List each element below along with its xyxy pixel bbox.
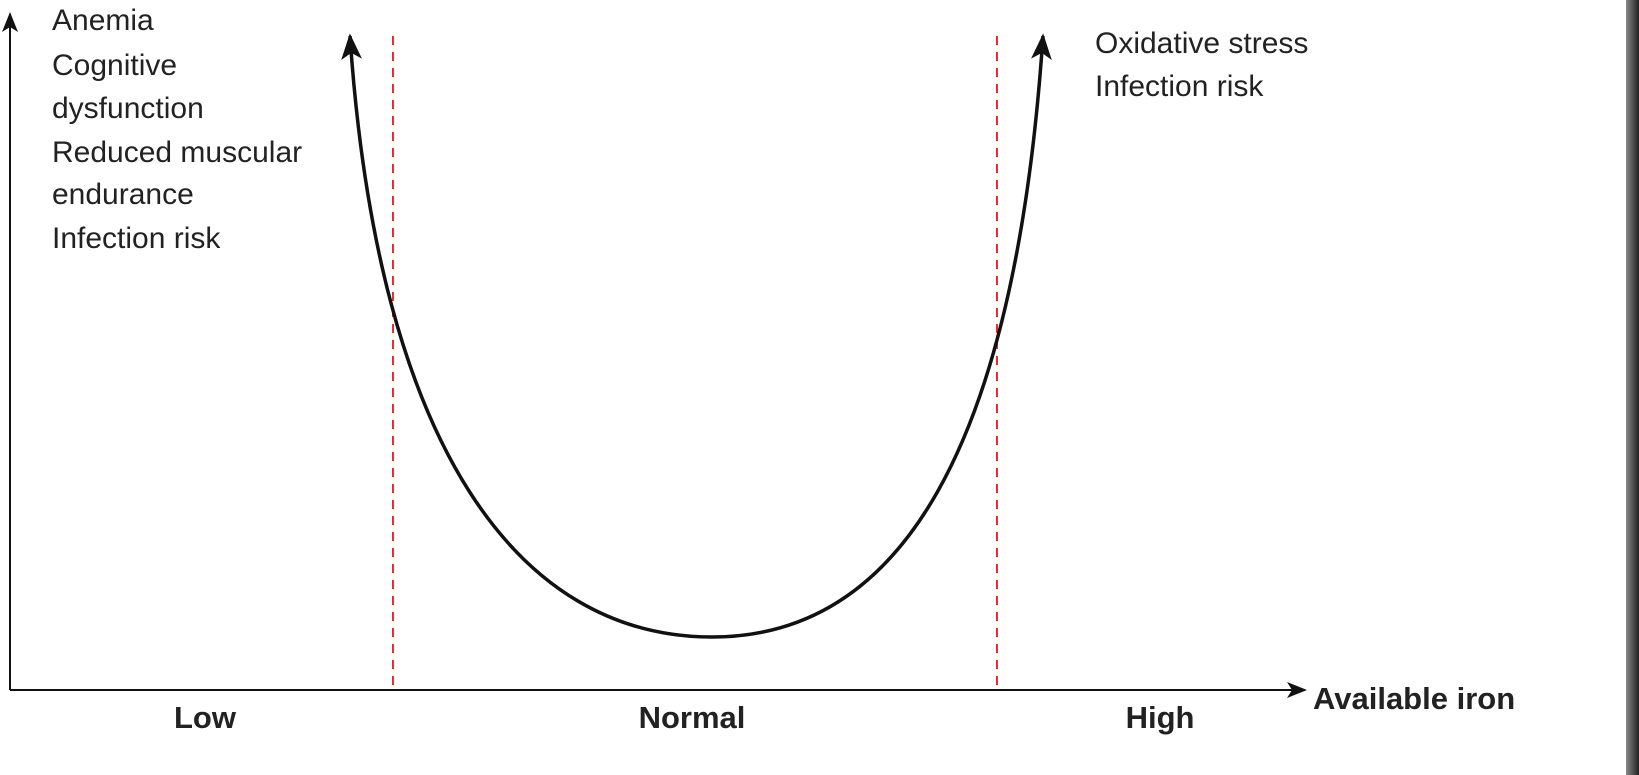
effect-label: Infection risk (1095, 70, 1264, 103)
effect-label: Reduced muscular (52, 136, 302, 169)
curve-left (341, 33, 713, 639)
effect-label: Cognitive (52, 49, 177, 82)
curve-right (711, 33, 1052, 639)
x-axis-label: Available iron (1313, 681, 1515, 716)
effect-label: Infection risk (52, 222, 221, 255)
effect-label: endurance (52, 178, 194, 211)
effect-label: dysfunction (52, 92, 204, 125)
effect-label: Anemia (52, 4, 154, 37)
level-label: Normal (639, 700, 746, 735)
effect-label: Oxidative stress (1095, 27, 1308, 60)
level-label: Low (174, 700, 237, 735)
level-label: High (1126, 700, 1195, 735)
edge-strip (1626, 0, 1639, 775)
